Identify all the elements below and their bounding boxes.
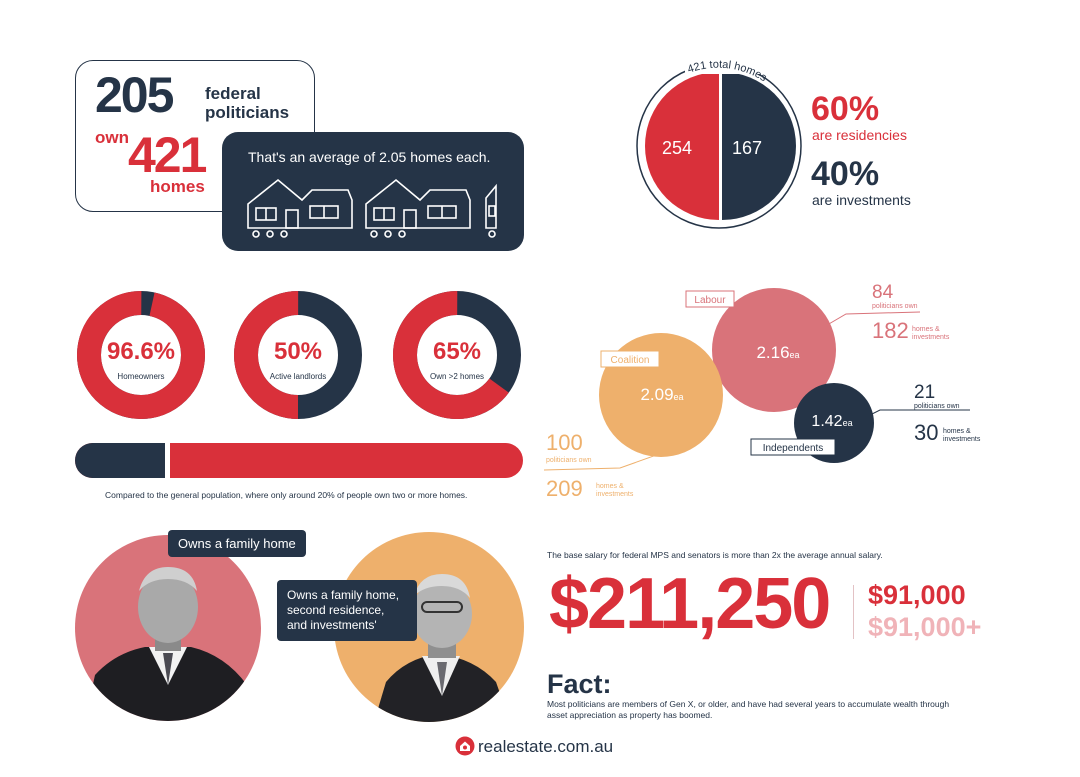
comparison-bar [75,443,523,478]
brand-name[interactable]: realestate.com.au [478,737,614,756]
donut-homeowners: 96.6% Homeowners [76,290,206,425]
pct-investments: 40% [811,155,880,193]
svg-text:investments: investments [596,491,634,498]
donut-label: Own >2 homes [429,372,485,381]
svg-text:2.16ea: 2.16ea [756,343,799,362]
svg-text:homes &: homes & [943,428,971,435]
salary-amount: $211,250 [549,564,831,644]
realestate-logo-icon [455,736,475,756]
party-bubbles: 2.16ea 2.09ea 1.42ea Labour Coalition In… [543,282,981,501]
labour-politicians: 84 [872,282,894,303]
comparison-note: Compared to the general population, wher… [105,490,468,500]
donut-ring-landlords [234,291,362,419]
tag-family-home: Owns a family home [168,530,306,557]
svg-text:investments: investments [943,436,981,443]
donut-pct: 50% [273,338,323,365]
pct-residencies: 60% [811,90,880,128]
donut-fill [77,291,205,419]
count-politicians: 205 [95,67,174,123]
coalition-name: Coalition [611,355,650,366]
donut-pct: 96.6% [106,338,176,365]
federal-politicians-label: federal politicians [205,84,290,122]
donut-label: Homeowners [117,372,165,381]
independents-avg: 1.42 [811,413,842,430]
bubble-labour [712,288,836,412]
svg-text:homes &: homes & [596,483,624,490]
count-homes: 421 [128,127,207,183]
pct-residencies-label: are residencies [812,127,907,143]
svg-text:politicians own: politicians own [872,303,918,310]
pie-value-residencies: 254 [662,138,692,158]
svg-text:2.09ea: 2.09ea [640,385,683,404]
own-label: own [95,128,129,147]
salary-divider [853,585,854,639]
donut-label: Active landlords [269,372,327,381]
svg-text:politicians own: politicians own [914,403,960,410]
svg-text:politicians own: politicians own [546,457,592,464]
tag-family-home-investments: Owns a family home, second residence, an… [277,580,417,641]
donut-ring-homeowners [77,291,205,419]
labour-name: Labour [694,295,726,306]
total-homes-pie: 421 total homes 254 167 [636,60,802,229]
politician-photo-left [75,535,261,721]
fact-title: Fact: [547,669,612,699]
independents-politicians: 21 [914,382,935,403]
labour-homes: 182 [872,318,909,343]
politician-photo-right [334,532,524,722]
comparison-bar-segment [75,443,165,478]
svg-text:1.42ea: 1.42ea [811,413,852,430]
labour-avg: 2.16 [756,343,789,362]
coalition-avg: 2.09 [640,385,673,404]
average-text: That's an average of 2.05 homes each. [248,149,491,165]
pct-investments-label: are investments [812,192,911,208]
houses-icon [247,178,497,238]
fact-text: Most politicians are members of Gen X, o… [547,699,950,720]
salary-note: The base salary for federal MPS and sena… [547,550,883,560]
coalition-homes: 209 [546,476,583,501]
svg-text:investments: investments [912,334,950,341]
coalition-politicians: 100 [546,430,583,455]
donut-pct: 65% [432,338,482,365]
donut-ring-own-2-homes [393,291,521,419]
donut-own-2-homes: 65% Own >2 homes [392,290,522,425]
donut-fill [234,291,362,419]
pie-slice-investments [722,72,796,220]
donut-landlords: 50% Active landlords [233,290,363,425]
independents-homes: 30 [914,420,938,445]
pie-value-investments: 167 [732,138,762,158]
homes-label: homes [150,177,205,196]
average-salary: $91,000 [868,580,966,610]
independents-name: Independents [763,443,824,454]
pie-slice-residencies [645,72,719,220]
svg-text:homes &: homes & [912,326,940,333]
average-salary-plus: $91,000+ [868,612,982,642]
